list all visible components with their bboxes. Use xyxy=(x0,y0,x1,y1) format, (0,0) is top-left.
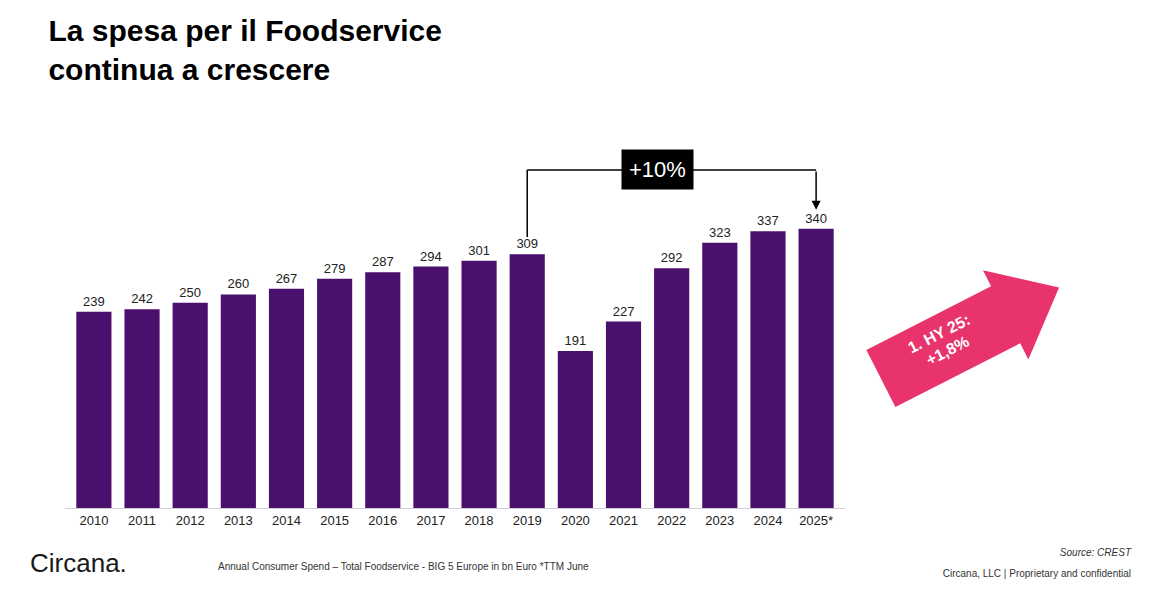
svg-text:2017: 2017 xyxy=(416,513,445,528)
svg-text:2019: 2019 xyxy=(513,513,542,528)
svg-text:227: 227 xyxy=(613,304,635,319)
svg-text:309: 309 xyxy=(516,236,538,251)
svg-text:260: 260 xyxy=(227,276,249,291)
svg-text:+10%: +10% xyxy=(629,157,686,182)
svg-text:340: 340 xyxy=(805,211,827,226)
svg-text:2024: 2024 xyxy=(753,513,782,528)
svg-text:2015: 2015 xyxy=(320,513,349,528)
html-text:Annual Consumer Spend – Total: Annual Consumer Spend – Total Foodservic… xyxy=(218,561,589,572)
svg-text:287: 287 xyxy=(372,254,394,269)
svg-text:2023: 2023 xyxy=(705,513,734,528)
svg-text:+1,8%: +1,8% xyxy=(923,333,972,369)
svg-text:191: 191 xyxy=(565,333,587,348)
svg-text:301: 301 xyxy=(468,243,490,258)
svg-text:2010: 2010 xyxy=(79,513,108,528)
html-text:Circana.: Circana. xyxy=(30,548,127,578)
html-text:Circana, LLC | Proprietary and: Circana, LLC | Proprietary and confident… xyxy=(942,568,1131,579)
svg-text:292: 292 xyxy=(661,250,683,265)
svg-text:294: 294 xyxy=(420,249,442,264)
svg-text:250: 250 xyxy=(179,285,201,300)
svg-text:2012: 2012 xyxy=(176,513,205,528)
svg-text:279: 279 xyxy=(324,261,346,276)
svg-text:1. HY 25:: 1. HY 25: xyxy=(905,310,973,357)
html-text:Source: CREST: Source: CREST xyxy=(1059,547,1131,558)
svg-text:2020: 2020 xyxy=(561,513,590,528)
svg-text:239: 239 xyxy=(83,294,105,309)
svg-text:2013: 2013 xyxy=(224,513,253,528)
svg-text:2011: 2011 xyxy=(128,513,156,528)
svg-text:2022: 2022 xyxy=(657,513,686,528)
svg-text:2014: 2014 xyxy=(272,513,301,528)
svg-text:La spesa per il Foodservicecon: La spesa per il Foodservicecontinua a cr… xyxy=(48,14,442,86)
svg-text:2018: 2018 xyxy=(465,513,494,528)
svg-text:337: 337 xyxy=(757,213,779,228)
svg-text:2016: 2016 xyxy=(368,513,397,528)
svg-text:2025*: 2025* xyxy=(799,513,833,528)
svg-text:267: 267 xyxy=(276,271,298,286)
svg-text:242: 242 xyxy=(131,291,153,306)
svg-text:323: 323 xyxy=(709,225,731,240)
svg-text:2021: 2021 xyxy=(609,513,638,528)
